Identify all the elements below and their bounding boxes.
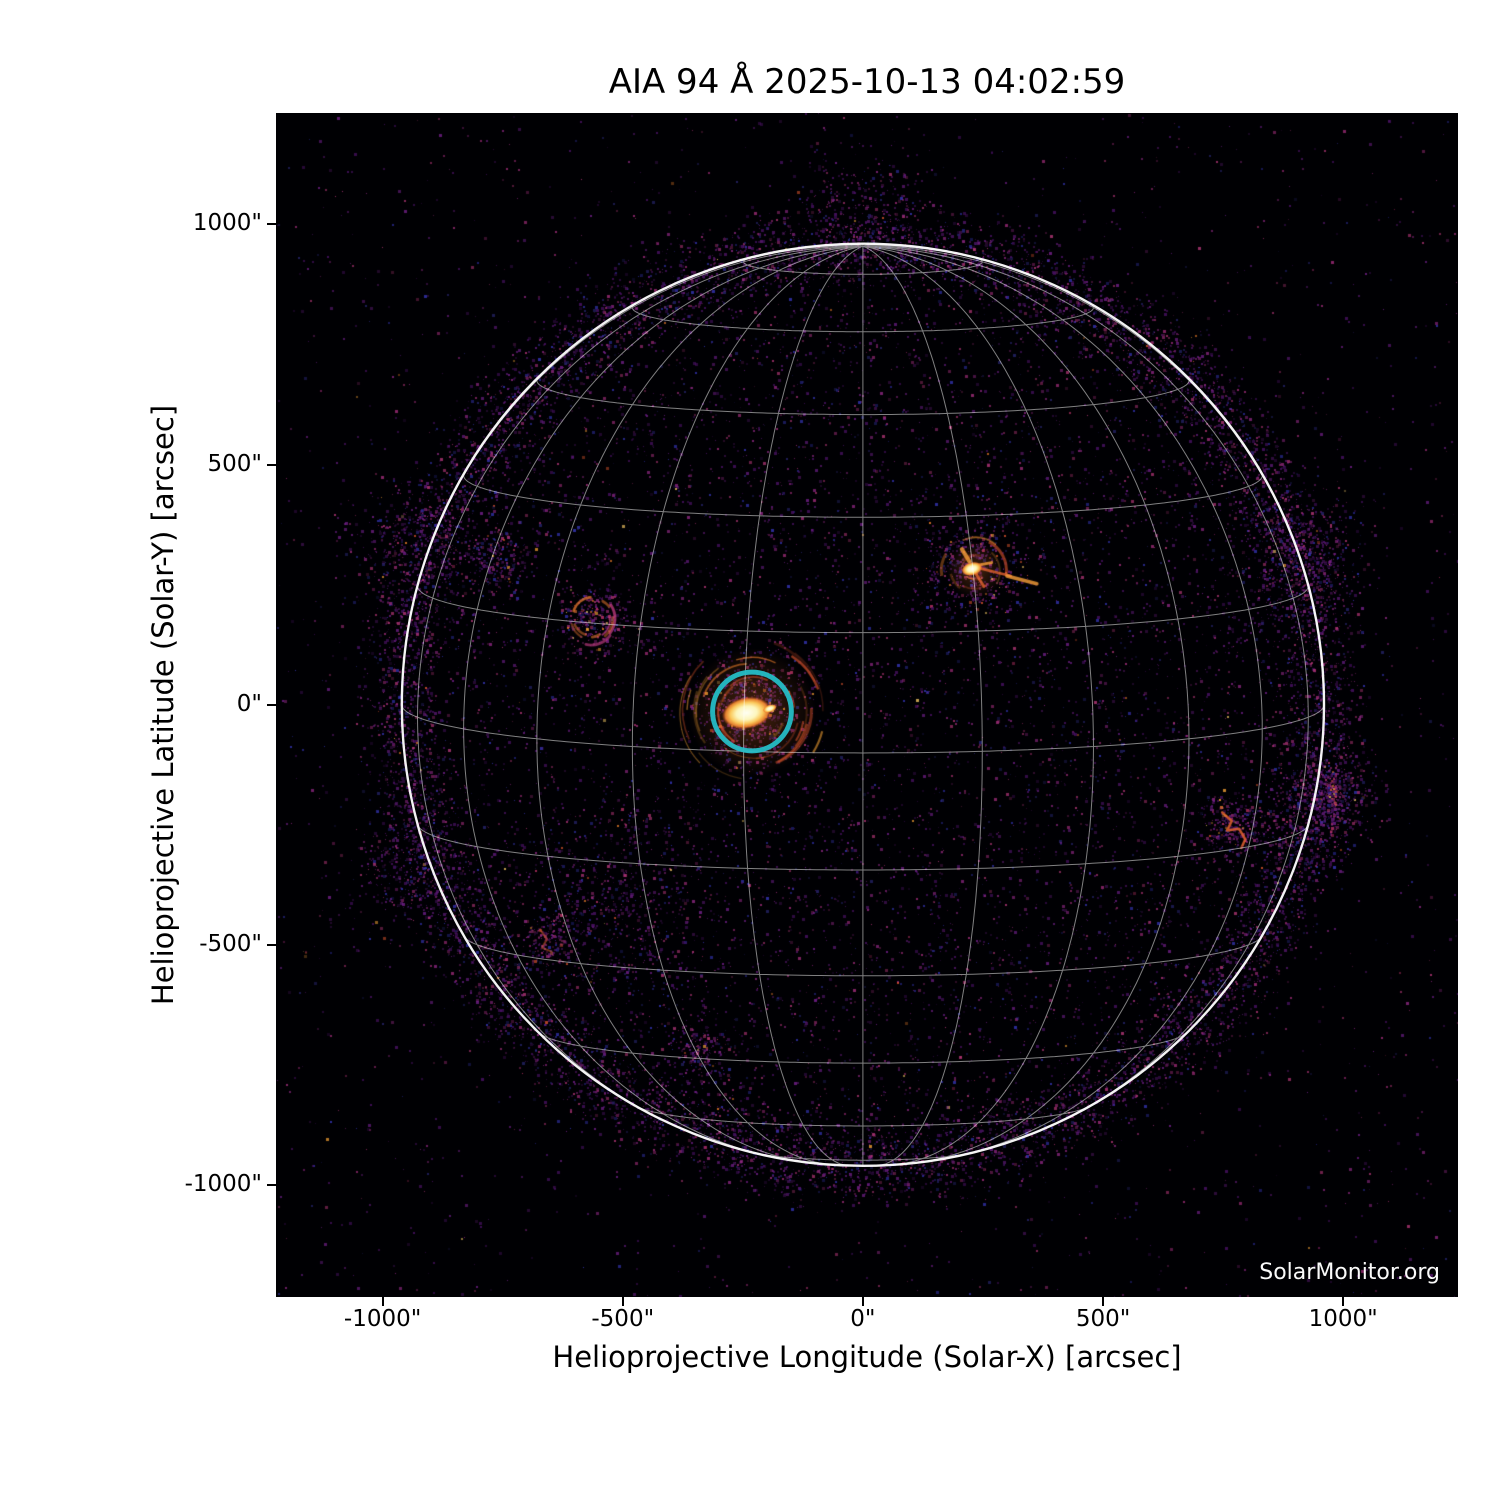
y-tick-label: -1000": [184, 1171, 262, 1198]
x-tick-mark: [381, 1297, 384, 1306]
y-tick-mark: [267, 463, 276, 466]
x-tick-label: 0": [850, 1306, 876, 1332]
x-tick-mark: [1342, 1297, 1345, 1306]
watermark: SolarMonitor.org: [1259, 1260, 1440, 1285]
solar-image-plot: SolarMonitor.org: [276, 113, 1458, 1297]
y-tick-mark: [267, 223, 276, 226]
y-tick-label: 0": [236, 690, 262, 717]
x-tick-mark: [1102, 1297, 1105, 1306]
x-tick-label: -1000": [343, 1306, 422, 1332]
y-tick-label: 1000": [192, 210, 262, 237]
x-axis-label: Helioprojective Longitude (Solar-X) [arc…: [552, 1340, 1182, 1374]
x-tick-mark: [861, 1297, 864, 1306]
y-tick-mark: [267, 1184, 276, 1187]
x-tick-label: -500": [591, 1306, 655, 1332]
x-tick-label: 500": [1075, 1306, 1131, 1332]
y-tick-label: -500": [199, 930, 262, 957]
heliographic-grid-overlay: [400, 242, 1326, 1168]
flare-marker-circle: [710, 669, 794, 754]
x-tick-mark: [621, 1297, 624, 1306]
plot-title: AIA 94 Å 2025-10-13 04:02:59: [608, 62, 1126, 102]
y-tick-mark: [267, 943, 276, 946]
y-tick-label: 500": [207, 450, 262, 477]
x-tick-label: 1000": [1308, 1306, 1378, 1332]
solar-disk-image: [276, 113, 1458, 1297]
solar-limb-circle: [400, 242, 1326, 1168]
heliographic-grid-lines: [401, 243, 1325, 1167]
y-tick-mark: [267, 703, 276, 706]
